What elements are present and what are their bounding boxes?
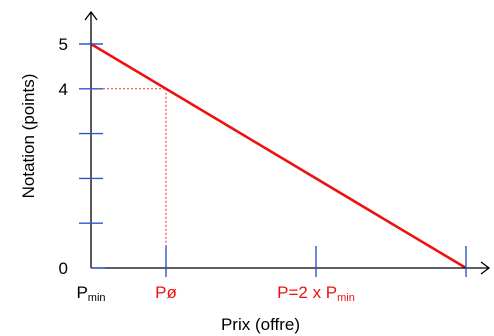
x-tick-label-2: P=2 x Pmin	[277, 283, 355, 304]
x-tick-label-0: Pmin	[76, 283, 105, 304]
y-tick-label-4: 4	[59, 80, 68, 99]
tick-labels: 0 4 5 Pmin Pø P=2 x Pmin	[59, 35, 355, 304]
axis-ticks	[79, 43, 467, 277]
series-line-0	[90, 42, 467, 270]
y-axis-arrow	[84, 10, 98, 21]
y-axis-title: Notation (points)	[19, 74, 38, 199]
y-tick-label-0: 0	[59, 259, 68, 278]
x-axis-arrow	[480, 261, 491, 275]
axes	[84, 10, 491, 275]
series-layer	[90, 42, 467, 270]
y-tick-label-5: 5	[59, 35, 68, 54]
reference-guides	[91, 88, 167, 268]
x-tick-label-1: Pø	[155, 283, 177, 302]
x-axis-title: Prix (offre)	[221, 315, 300, 334]
